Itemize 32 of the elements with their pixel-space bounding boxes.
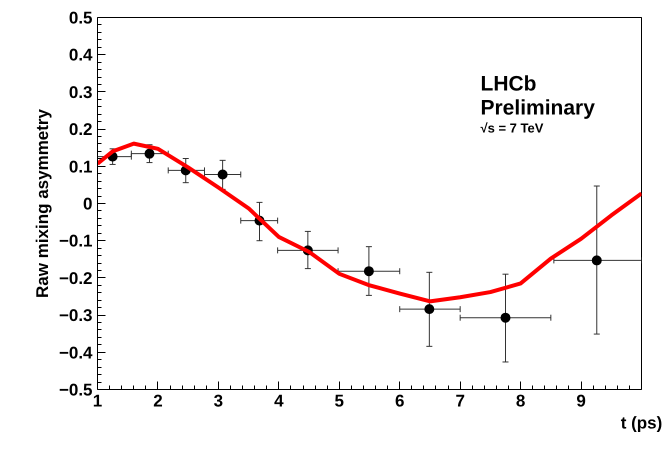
y-tick-label: −0.1 (58, 232, 92, 251)
annotation: √s = 7 TeV (480, 120, 544, 136)
y-tick-label: −0.5 (58, 380, 92, 400)
point (144, 148, 154, 159)
y-tick-label: −0.2 (58, 268, 92, 288)
x-tick-label: 4 (274, 392, 284, 410)
x-tick-label: 9 (576, 392, 586, 410)
point (500, 312, 510, 323)
line-series (98, 142, 642, 304)
point (218, 169, 228, 180)
x-tick-label: 8 (516, 392, 526, 410)
x-tick-label: 2 (153, 392, 163, 410)
annotation: Preliminary (480, 96, 596, 120)
x-tick-label: 3 (214, 392, 224, 410)
y-tick-label: −0.3 (58, 306, 92, 326)
y-tick-label: 0.5 (68, 8, 93, 28)
point (592, 255, 602, 266)
y-tick-label: 0.4 (68, 46, 94, 65)
y-tick-label: 0.1 (68, 157, 93, 176)
x-tick-label: 7 (455, 392, 465, 410)
x-tick-label: 6 (394, 392, 404, 410)
x-axis-title: t (ps) (620, 414, 662, 432)
x-tick-label: 5 (334, 392, 344, 410)
y-tick-label: −0.4 (58, 343, 94, 362)
annotation: LHCb (480, 72, 536, 96)
y-tick-label: 0 (83, 194, 93, 214)
point (364, 266, 374, 276)
y-tick-label: 0.2 (68, 120, 93, 140)
y-tick-label: 0.3 (68, 82, 93, 102)
y-axis-title: Raw mixing asymmetry (32, 108, 52, 298)
point (424, 304, 434, 314)
x-tick-label: 1 (92, 392, 102, 410)
